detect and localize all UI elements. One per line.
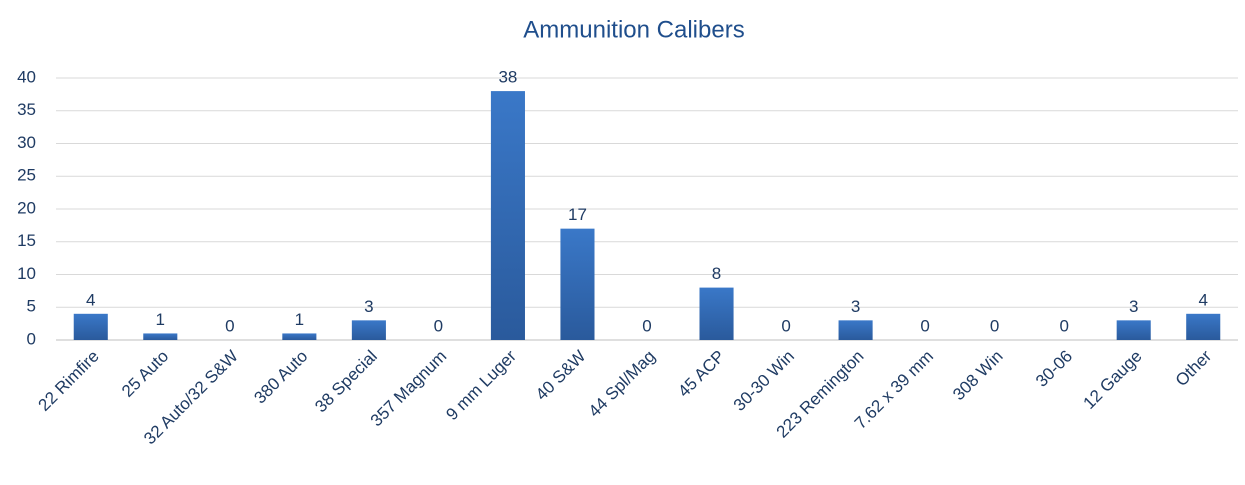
bar [838, 320, 873, 340]
data-label: 0 [1059, 316, 1068, 335]
y-tick-label: 10 [17, 264, 36, 283]
y-tick-label: 30 [17, 133, 36, 152]
data-label: 0 [434, 316, 443, 335]
y-tick-label: 40 [17, 67, 36, 86]
data-label: 3 [851, 297, 860, 316]
bar [699, 287, 734, 340]
bar [282, 333, 317, 340]
data-label: 0 [920, 316, 929, 335]
y-tick-label: 25 [17, 166, 36, 185]
x-tick-label: 12 Gauge [1079, 347, 1145, 413]
x-tick-label: 380 Auto [250, 347, 311, 408]
bar [351, 320, 386, 340]
x-tick-label: 22 Rimfire [35, 347, 103, 415]
bar [143, 333, 178, 340]
data-label: 1 [295, 310, 304, 329]
bar [560, 228, 595, 340]
x-tick-label: 30-30 Win [730, 347, 798, 415]
x-tick-label: 40 S&W [532, 347, 590, 405]
data-label: 0 [990, 316, 999, 335]
x-tick-label: 38 Special [311, 347, 381, 417]
bar [1186, 313, 1221, 340]
x-tick-label: 44 Spl/Mag [585, 347, 659, 421]
y-tick-label: 0 [27, 329, 36, 348]
x-tick-label: 30-06 [1032, 347, 1076, 391]
bar [73, 313, 108, 340]
data-label: 0 [781, 316, 790, 335]
data-label: 0 [642, 316, 651, 335]
data-label: 8 [712, 264, 721, 283]
chart-title: Ammunition Calibers [523, 16, 744, 43]
bar [1116, 320, 1151, 340]
y-tick-label: 5 [27, 297, 36, 316]
y-tick-label: 15 [17, 231, 36, 250]
x-tick-label: 308 Win [949, 347, 1007, 405]
data-label: 0 [225, 316, 234, 335]
data-label: 17 [568, 205, 587, 224]
data-label: 4 [1199, 290, 1208, 309]
data-label: 1 [156, 310, 165, 329]
data-label: 4 [86, 290, 95, 309]
y-tick-label: 35 [17, 100, 36, 119]
bar [490, 91, 525, 340]
y-tick-label: 20 [17, 198, 36, 217]
data-label: 38 [498, 68, 517, 87]
data-label: 3 [364, 297, 373, 316]
x-tick-label: Other [1172, 346, 1216, 390]
x-tick-label: 9 mm Luger [442, 346, 520, 424]
x-tick-label: 45 ACP [674, 347, 728, 401]
data-label: 3 [1129, 297, 1138, 316]
x-tick-label: 25 Auto [118, 347, 172, 401]
